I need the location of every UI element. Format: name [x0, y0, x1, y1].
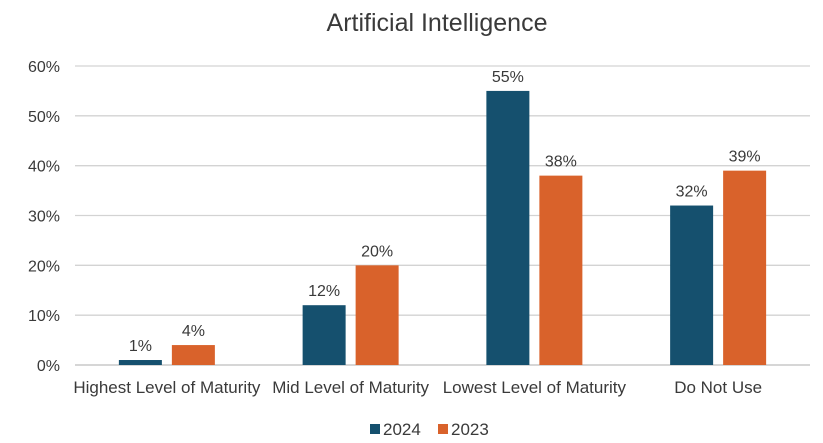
bar-2024-2 [486, 90, 530, 366]
gridlines [75, 65, 810, 366]
y-tick-label: 10% [28, 308, 60, 325]
data-label: 4% [182, 323, 205, 340]
bar-labels: 1% 4% 12% 20% 55% 38% 32% 39% [129, 69, 761, 355]
x-axis-labels: Highest Level of Maturity Mid Level of Ma… [73, 378, 762, 397]
data-label: 1% [129, 338, 152, 355]
legend-label: 2023 [451, 420, 489, 439]
bar-2024-0 [118, 360, 162, 365]
bar-2023-0 [171, 345, 215, 365]
legend: 2024 2023 [370, 420, 489, 439]
y-tick-label: 50% [28, 109, 60, 126]
bars [118, 90, 767, 366]
y-tick-label: 0% [37, 358, 60, 375]
legend-swatch-2023 [438, 424, 448, 434]
y-tick-label: 30% [28, 209, 60, 226]
data-label: 39% [729, 149, 761, 166]
bar-2024-3 [670, 205, 714, 365]
y-tick-label: 40% [28, 159, 60, 176]
x-tick-label: Lowest Level of Maturity [443, 378, 627, 397]
bar-2023-3 [723, 170, 767, 365]
data-label: 55% [492, 69, 524, 86]
x-tick-label: Mid Level of Maturity [272, 378, 429, 397]
chart-title: Artificial Intelligence [327, 9, 548, 37]
x-tick-label: Do Not Use [674, 378, 762, 397]
x-tick-label: Highest Level of Maturity [73, 378, 261, 397]
y-axis-ticks: 0% 10% 20% 30% 40% 50% 60% [28, 59, 60, 375]
legend-label: 2024 [383, 420, 421, 439]
y-tick-label: 60% [28, 59, 60, 76]
bar-2024-1 [302, 305, 346, 365]
y-tick-label: 20% [28, 258, 60, 275]
data-label: 12% [308, 283, 340, 300]
data-label: 20% [361, 243, 393, 260]
bar-2023-2 [539, 175, 583, 365]
legend-swatch-2024 [370, 424, 380, 434]
data-label: 32% [676, 184, 708, 201]
data-label: 38% [545, 154, 577, 171]
bar-2023-1 [355, 265, 399, 365]
